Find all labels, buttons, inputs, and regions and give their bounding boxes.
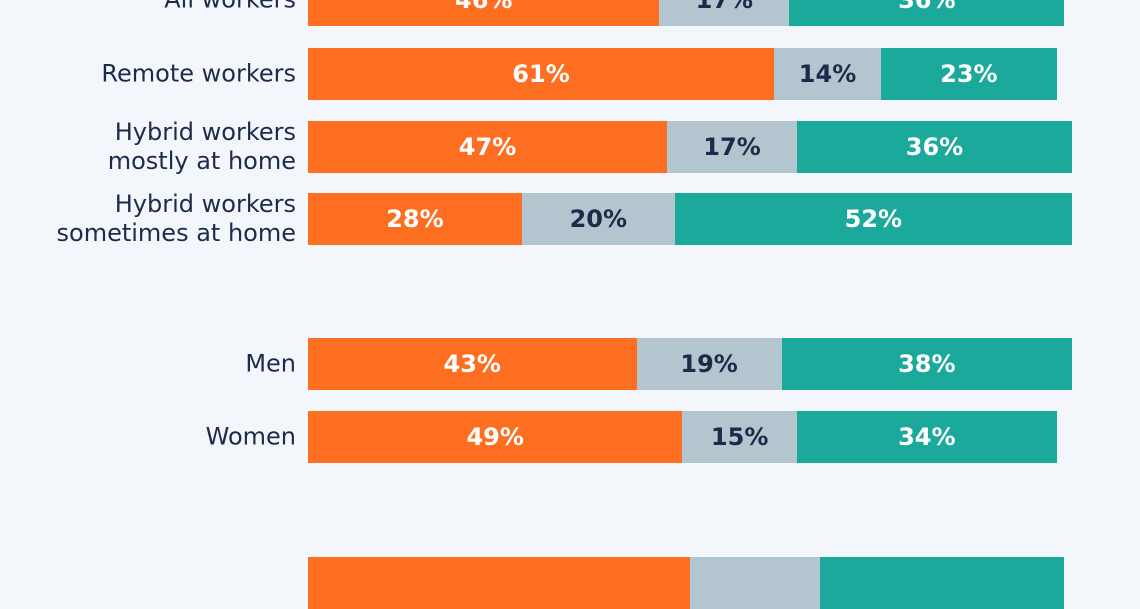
value-label: 34% [898,423,956,451]
value-label: 36% [905,133,964,161]
value-label: 38% [898,350,956,378]
value-label: 20% [569,205,628,233]
value-label: 14% [798,60,857,88]
bar-segment [308,48,775,100]
category-label: All workers [0,0,296,15]
value-label: 15% [710,423,769,451]
category-label: Hybrid workers mostly at home [107,118,296,175]
value-label: 28% [386,205,444,233]
bar-segment [674,193,1072,245]
bar-segment [796,121,1072,173]
bar-segment [308,411,683,463]
bar-segment [521,193,675,245]
value-label: 61% [512,60,570,88]
page: All workers 46% 17% 36% Remote workers 61% 14%… [0,0,1072,609]
value-label: 23% [940,60,998,88]
bar-segment [774,48,881,100]
value-label: 17% [703,133,761,161]
value-label: 46% [454,0,513,14]
bar-segment [308,121,668,173]
value-label: 43% [443,350,501,378]
bar-segment [796,411,1057,463]
value-label: 19% [680,350,738,378]
bar-segment [881,48,1057,100]
bar-segment [690,557,820,609]
bar-segment [781,338,1072,390]
bar-segment [682,411,797,463]
bar-segment [819,557,1065,609]
category-label: Hybrid workers sometimes at home [56,190,296,247]
bar-segment [308,193,522,245]
bar-segment [789,0,1065,26]
category-label: Remote workers [101,59,296,88]
value-label: 49% [466,423,524,451]
value-label: 47% [458,133,517,161]
value-label: 17% [695,0,754,14]
bar-segment [308,338,637,390]
bar-segment [308,0,660,26]
value-label: 36% [898,0,956,14]
category-label: Men [245,349,296,378]
bar-segment [659,0,790,26]
bar-segment [308,557,690,609]
bar-segment [667,121,797,173]
bar-segment [636,338,782,390]
category-label: Women [205,422,296,451]
value-label: 52% [844,205,903,233]
